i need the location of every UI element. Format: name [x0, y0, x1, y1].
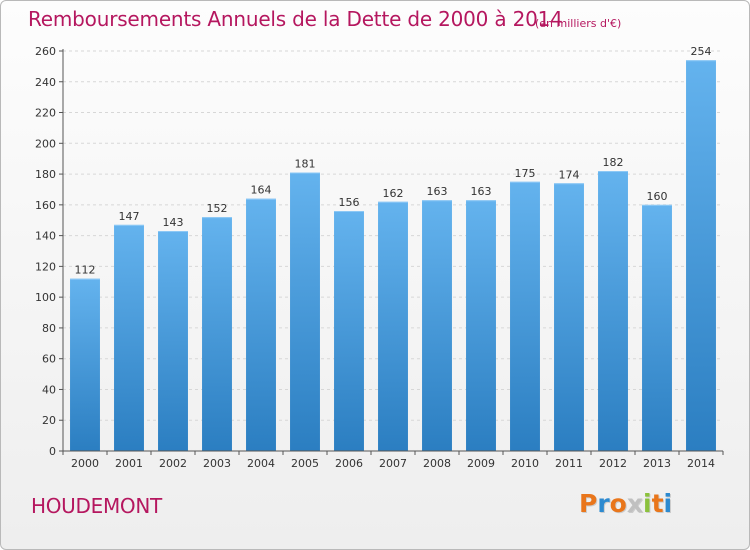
logo-letter: t — [651, 489, 664, 518]
bar-2009 — [466, 200, 496, 451]
bar-2014 — [686, 60, 716, 451]
y-tick-label: 140 — [35, 230, 56, 243]
data-label-2003: 152 — [207, 202, 228, 215]
data-label-2006: 156 — [339, 196, 360, 209]
y-tick-label: 40 — [42, 383, 56, 396]
data-label-2004: 164 — [251, 184, 272, 197]
y-tick-label: 220 — [35, 107, 56, 120]
axes: 0 20 40 60 80 100 120 140 160 180 200 220 240 260 2000… — [35, 45, 724, 470]
x-tick-label: 2003 — [203, 457, 231, 470]
data-label-2005: 181 — [295, 158, 316, 171]
x-tick-label: 2009 — [467, 457, 495, 470]
x-tick-label: 2006 — [335, 457, 363, 470]
bar-2012 — [598, 171, 628, 451]
x-tick-label: 2007 — [379, 457, 407, 470]
y-tick-label: 60 — [42, 353, 56, 366]
bar-2006 — [334, 211, 364, 451]
bar-2003 — [202, 217, 232, 451]
data-label-2001: 147 — [119, 210, 140, 223]
bar-2008 — [422, 200, 452, 451]
data-label-2000: 112 — [75, 264, 96, 277]
y-tick-label: 240 — [35, 76, 56, 89]
x-tick-label: 2012 — [599, 457, 627, 470]
y-tick-label: 120 — [35, 260, 56, 273]
logo-letter: o — [609, 489, 627, 518]
bar-2011 — [554, 183, 584, 452]
x-tick-label: 2002 — [159, 457, 187, 470]
data-label-2014: 254 — [691, 45, 712, 58]
y-tick-label: 0 — [49, 445, 56, 458]
data-label-2009: 163 — [471, 185, 492, 198]
x-tick-label: 2013 — [643, 457, 671, 470]
chart-title: Remboursements Annuels de la Dette de 20… — [28, 7, 563, 31]
bar-2013 — [642, 204, 672, 451]
proxiti-logo: Proxiti — [579, 489, 672, 518]
data-labels: 112 147 143 152 164 181 156 162 163 163 175 174 182 1… — [75, 45, 712, 276]
x-tick-label: 2005 — [291, 457, 319, 470]
chart-subtitle: (en milliers d'€) — [535, 17, 622, 30]
x-tick-label: 2000 — [71, 457, 99, 470]
data-label-2010: 175 — [515, 167, 536, 180]
y-tick-label: 260 — [35, 45, 56, 58]
y-tick-label: 180 — [35, 168, 56, 181]
bar-2002 — [158, 231, 188, 451]
location-name: HOUDEMONT — [31, 494, 162, 518]
data-label-2011: 174 — [559, 168, 580, 181]
y-tick-label: 100 — [35, 291, 56, 304]
data-label-2008: 163 — [427, 185, 448, 198]
logo-letter: r — [597, 489, 610, 518]
logo-letter: i — [643, 489, 652, 518]
x-tick-label: 2004 — [247, 457, 275, 470]
data-label-2012: 182 — [603, 156, 624, 169]
x-tick-label: 2010 — [511, 457, 539, 470]
y-tick-label: 160 — [35, 199, 56, 212]
x-tick-label: 2014 — [687, 457, 715, 470]
y-tick-label: 80 — [42, 322, 56, 335]
logo-letter: x — [626, 489, 643, 518]
data-label-2007: 162 — [383, 187, 404, 200]
bar-2005 — [290, 172, 320, 452]
y-tick-label: 20 — [42, 414, 56, 427]
bar-2010 — [510, 181, 540, 451]
logo-letter: i — [663, 489, 673, 518]
x-tick-label: 2008 — [423, 457, 451, 470]
x-tick-label: 2011 — [555, 457, 583, 470]
data-label-2002: 143 — [163, 216, 184, 229]
logo-letter: P — [579, 489, 598, 518]
y-tick-label: 200 — [35, 137, 56, 150]
bars — [70, 60, 716, 452]
x-tick-label: 2001 — [115, 457, 143, 470]
data-label-2013: 160 — [647, 190, 668, 203]
bar-2001 — [114, 224, 144, 451]
bar-2007 — [378, 201, 408, 451]
bar-2000 — [70, 278, 100, 451]
bar-2004 — [246, 198, 276, 451]
